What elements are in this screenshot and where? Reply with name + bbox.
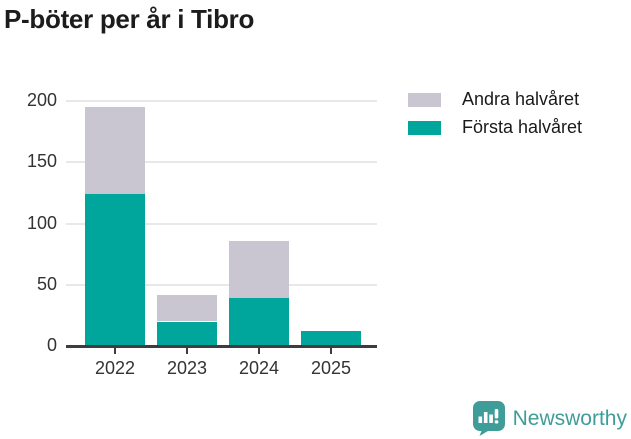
legend-label: Andra halvåret <box>462 89 580 109</box>
x-axis-tick <box>114 348 116 354</box>
legend-item: Andra halvåret <box>408 89 582 109</box>
x-axis-tick-label: 2025 <box>310 358 352 378</box>
y-axis-tick-label: 50 <box>36 273 57 294</box>
bar-segment <box>157 321 217 346</box>
x-axis-tick <box>330 348 332 354</box>
x-axis-tick <box>258 348 260 354</box>
bar-segment <box>229 298 289 346</box>
bar-segment <box>85 107 145 195</box>
x-axis-tick <box>186 348 188 354</box>
x-axis-tick-label: 2023 <box>166 358 208 378</box>
chart-legend: Andra halvåret Första halvåret <box>408 89 583 148</box>
y-gridline-50 <box>66 283 377 286</box>
bar-segment <box>301 331 361 346</box>
newsworthy-wordmark: Newsworthy <box>512 406 627 430</box>
x-axis-tick-label: 2024 <box>238 358 280 378</box>
chart-title: P-böter per år i Tibro <box>4 4 255 34</box>
y-axis-tick-label: 200 <box>26 90 57 110</box>
legend-swatch <box>408 92 441 107</box>
y-gridline-100 <box>66 222 377 225</box>
x-axis-line <box>66 345 377 348</box>
y-gridline-200 <box>66 100 377 102</box>
bar-segment <box>229 240 289 299</box>
y-axis-tick-label: 0 <box>46 335 57 355</box>
bar-segment <box>157 294 217 322</box>
x-axis-tick-label: 2022 <box>94 358 136 378</box>
newsworthy-logo: Newsworthy <box>471 401 627 436</box>
y-axis-tick-label: 150 <box>26 151 57 172</box>
legend-label: Första halvåret <box>462 117 583 137</box>
y-gridline-150 <box>66 161 377 164</box>
legend-item: Första halvåret <box>408 117 583 137</box>
y-axis-tick-label: 100 <box>26 212 57 233</box>
legend-swatch <box>408 120 441 135</box>
bar-segment <box>85 194 145 346</box>
newsworthy-bubble-chart-icon <box>472 401 505 436</box>
